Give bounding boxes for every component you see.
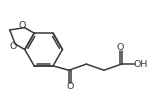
Text: O: O <box>19 21 26 30</box>
Text: O: O <box>9 42 16 51</box>
Text: OH: OH <box>133 60 148 69</box>
Text: O: O <box>66 82 74 91</box>
Text: O: O <box>117 43 124 52</box>
